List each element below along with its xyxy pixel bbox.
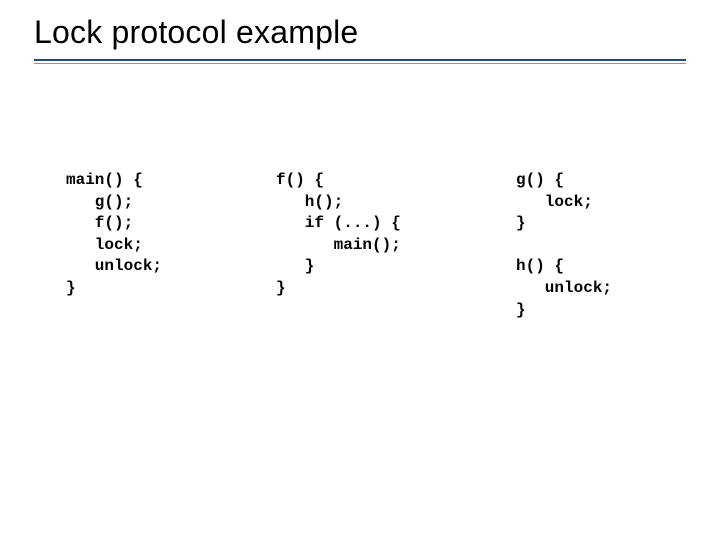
code-col-f: f() { h(); if (...) { main(); } } bbox=[276, 170, 516, 300]
slide: Lock protocol example main() { g(); f();… bbox=[0, 0, 720, 540]
code-col-g-h: g() { lock; } h() { unlock; } bbox=[516, 170, 676, 321]
code-columns: main() { g(); f(); lock; unlock; } f() {… bbox=[66, 170, 680, 321]
title-rule-thick bbox=[34, 59, 686, 61]
code-area: main() { g(); f(); lock; unlock; } f() {… bbox=[0, 170, 720, 321]
code-col-main: main() { g(); f(); lock; unlock; } bbox=[66, 170, 276, 300]
slide-title: Lock protocol example bbox=[34, 14, 720, 51]
title-rule-thin bbox=[34, 63, 686, 64]
title-block: Lock protocol example bbox=[0, 0, 720, 51]
